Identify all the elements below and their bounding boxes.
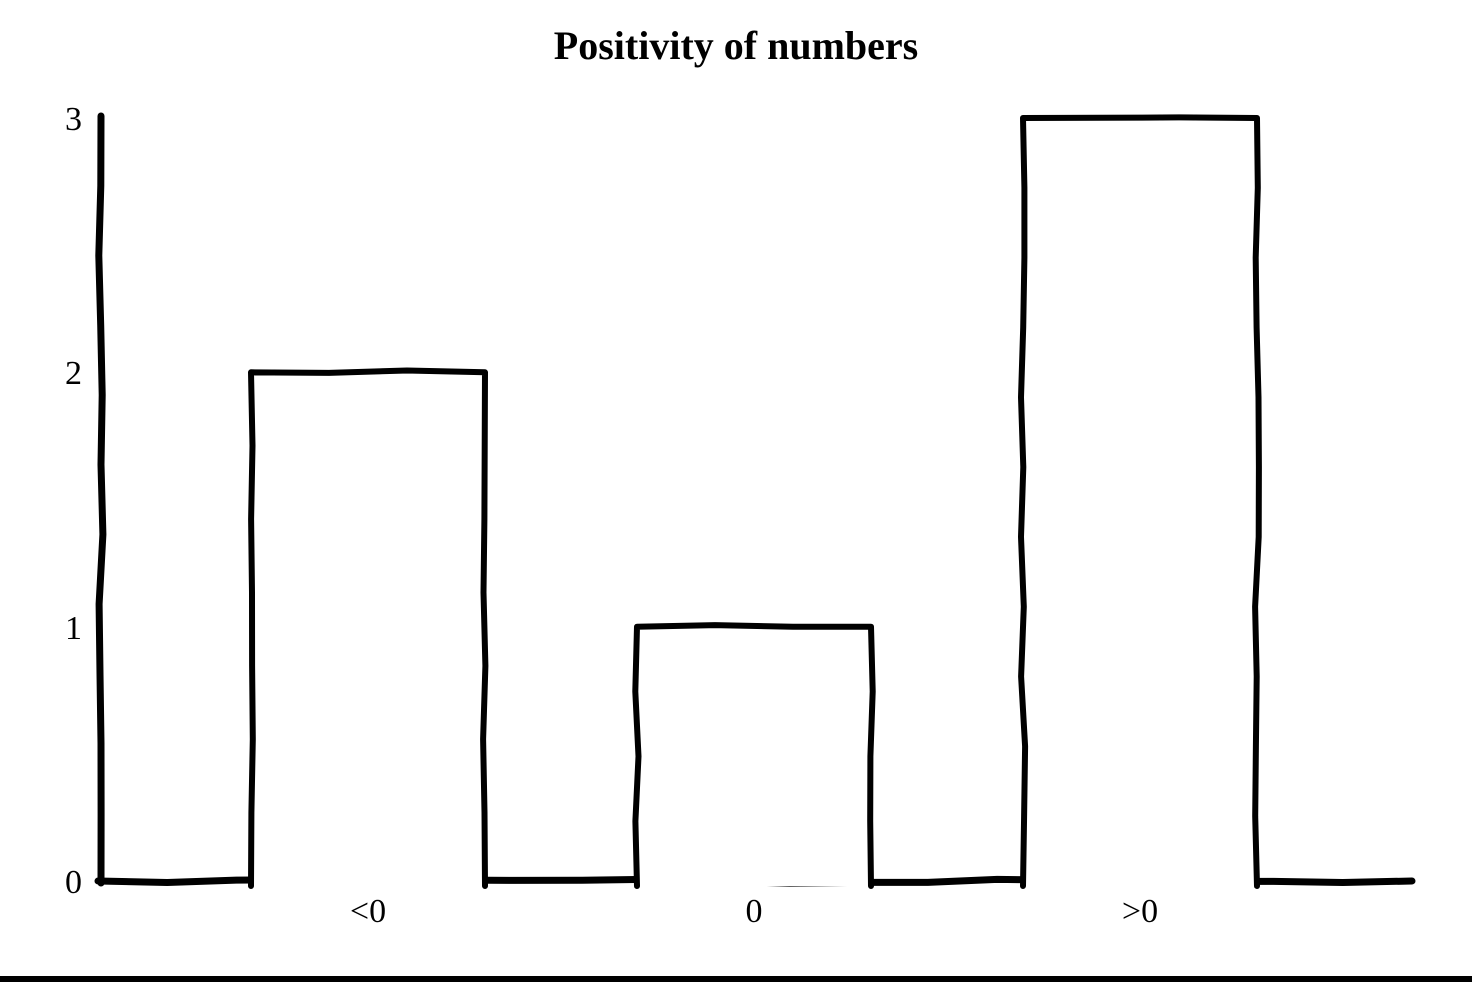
bottom-rule	[0, 976, 1472, 982]
y-axis	[95, 112, 107, 887]
y-tick-label-3: 3	[65, 101, 82, 138]
chart-title: Positivity of numbers	[553, 23, 919, 68]
x-tick-label-1: 0	[746, 893, 763, 930]
x-tick-label-0: <0	[350, 893, 386, 930]
y-tick-label-2: 2	[65, 355, 82, 392]
x-tick-label-2: >0	[1122, 893, 1158, 930]
y-tick-label-1: 1	[65, 610, 82, 647]
bar-0	[248, 367, 489, 889]
bar-2	[1018, 114, 1262, 889]
y-tick-label-0: 0	[65, 864, 82, 901]
bar-1	[632, 622, 876, 889]
